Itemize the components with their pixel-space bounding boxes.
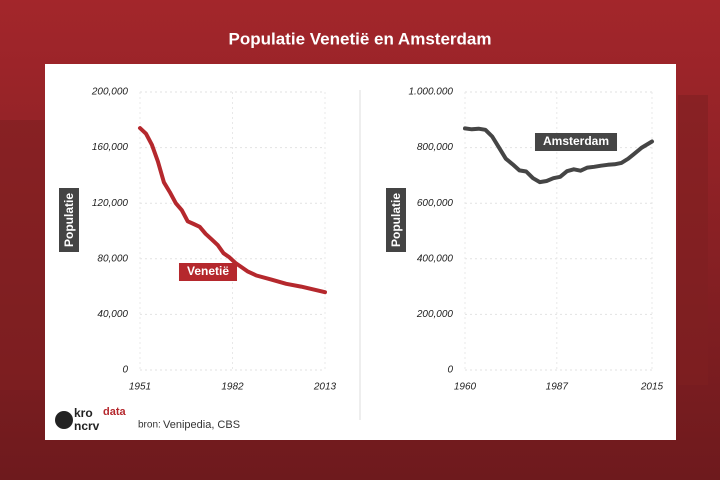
series-label: Amsterdam <box>543 134 609 148</box>
backdrop-tower <box>678 95 708 385</box>
y-axis-label: Populatie <box>59 188 79 252</box>
annotation: Venetië <box>178 263 238 281</box>
logo-text: ncrv <box>74 419 100 433</box>
y-axis-label-text: Populatie <box>62 193 76 247</box>
annotation: Amsterdam <box>534 133 618 151</box>
x-tick-label: 1960 <box>454 382 477 393</box>
y-tick-label: 80,000 <box>97 253 128 264</box>
y-tick-label: 400,000 <box>417 253 454 264</box>
y-tick-label: 40,000 <box>97 309 128 320</box>
x-tick-label: 1982 <box>221 382 244 393</box>
y-axis-label-box <box>59 188 79 252</box>
y-axis-label: Populatie <box>386 188 406 252</box>
logo-mark <box>55 411 73 429</box>
y-tick-label: 160,000 <box>92 142 129 153</box>
y-tick-label: 0 <box>447 365 453 376</box>
page-title: Populatie Venetië en Amsterdam <box>229 29 492 48</box>
x-tick-label: 2015 <box>640 382 664 393</box>
series-label-box <box>178 263 238 281</box>
x-tick-label: 1987 <box>546 382 569 393</box>
y-tick-label: 200,000 <box>416 309 454 320</box>
line <box>138 126 327 295</box>
y-tick-label: 120,000 <box>92 198 129 209</box>
source: Venipedia, CBS <box>163 419 240 431</box>
y-tick-label: 800,000 <box>417 142 454 153</box>
backdrop-building <box>0 120 45 390</box>
source-label: bron: <box>138 420 161 431</box>
x-tick-label: 1951 <box>129 382 151 393</box>
y-tick-label: 1.000.000 <box>409 87 454 98</box>
x-tick-label: 2013 <box>313 382 337 393</box>
series-label: Venetië <box>187 264 229 278</box>
logo-text: kro <box>74 406 93 420</box>
y-tick-label: 600,000 <box>417 198 454 209</box>
y-axis-label-text: Populatie <box>389 193 403 247</box>
line <box>463 126 654 185</box>
y-tick-label: 0 <box>122 365 128 376</box>
y-axis-label-box <box>386 188 406 252</box>
brand: data <box>103 406 127 418</box>
series-label-box <box>534 133 618 151</box>
footer: kro ncrv data bron: Venipedia, CBS <box>55 406 240 433</box>
y-tick-label: 200,000 <box>91 87 129 98</box>
